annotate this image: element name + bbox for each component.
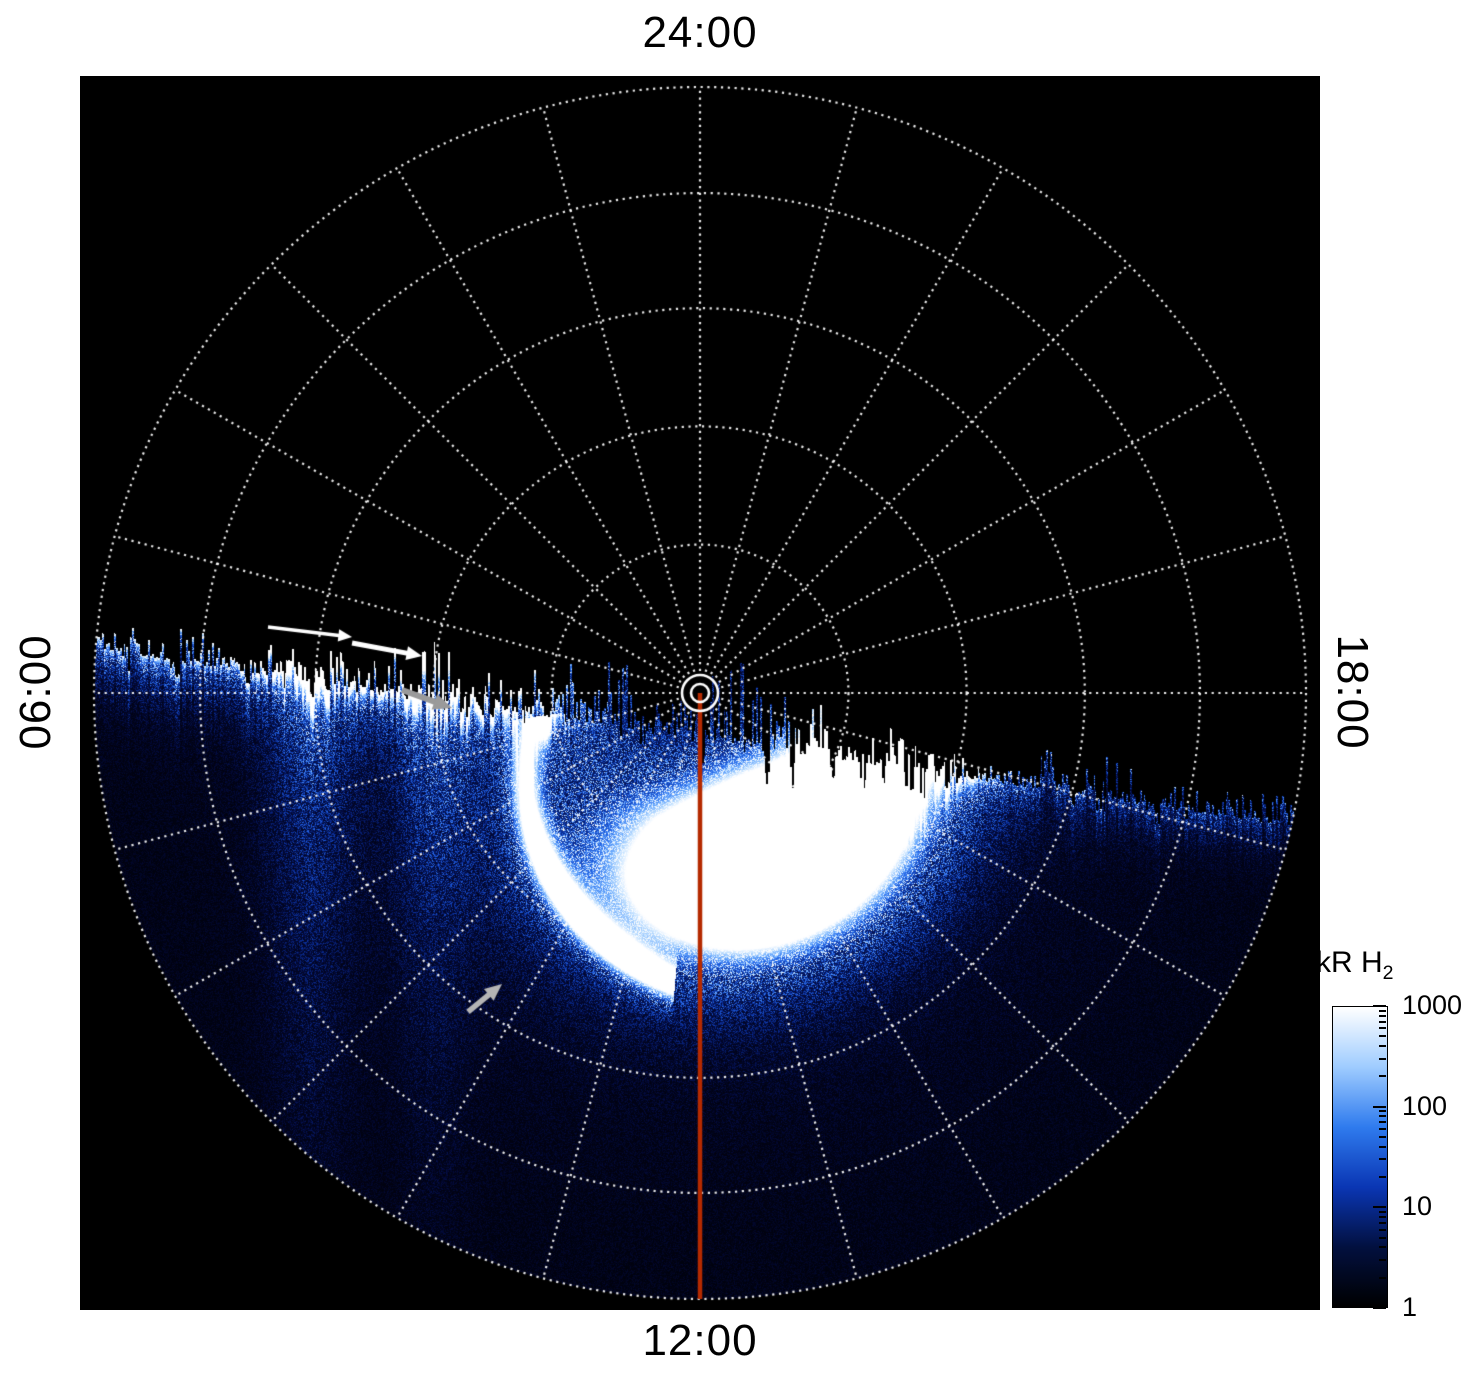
colorbar-minor-tick	[1379, 1127, 1386, 1130]
colorbar-major-tick	[1373, 1206, 1386, 1209]
colorbar-minor-tick	[1379, 1014, 1386, 1017]
clock-label-2400: 24:00	[642, 8, 758, 57]
colorbar-minor-tick	[1379, 1009, 1386, 1012]
colorbar-major-tick	[1373, 1005, 1386, 1007]
polar-plot-area	[80, 76, 1320, 1310]
colorbar-minor-tick	[1379, 1110, 1386, 1113]
colorbar-title-text: kR H	[1316, 946, 1383, 979]
clock-label-0600: 06:00	[11, 634, 60, 750]
colorbar-tick-label: 1	[1402, 1291, 1418, 1322]
colorbar-minor-tick	[1379, 1176, 1386, 1179]
colorbar-minor-tick	[1379, 1258, 1386, 1261]
colorbar-minor-tick	[1379, 1210, 1386, 1213]
colorbar-minor-tick	[1379, 1216, 1386, 1219]
colorbar-minor-tick	[1379, 1221, 1386, 1224]
colorbar-minor-tick	[1379, 1236, 1386, 1239]
colorbar-minor-tick	[1379, 1158, 1386, 1161]
colorbar: 1000 100 10 1	[1332, 990, 1462, 1322]
colorbar-major-tick	[1373, 1307, 1386, 1309]
colorbar-minor-tick	[1379, 1135, 1386, 1138]
colorbar-major-tick	[1373, 1105, 1386, 1108]
colorbar-tick-label: 10	[1402, 1191, 1433, 1222]
colorbar-minor-tick	[1379, 1121, 1386, 1124]
colorbar-minor-tick	[1379, 1057, 1386, 1060]
colorbar-title: kR H2	[1316, 946, 1394, 985]
colorbar-title-subscript: 2	[1382, 962, 1394, 984]
colorbar-minor-tick	[1379, 1276, 1386, 1279]
colorbar-minor-tick	[1379, 1228, 1386, 1231]
colorbar-minor-tick	[1379, 1246, 1386, 1249]
colorbar-tick-label: 1000	[1402, 989, 1463, 1020]
colorbar-minor-tick	[1379, 1075, 1386, 1078]
clock-label-1200: 12:00	[642, 1316, 758, 1365]
colorbar-minor-tick	[1379, 1027, 1386, 1030]
colorbar-minor-tick	[1379, 1045, 1386, 1048]
aurora-polar-image	[80, 76, 1320, 1310]
colorbar-minor-tick	[1379, 1020, 1386, 1023]
colorbar-gradient	[1332, 1006, 1388, 1308]
colorbar-minor-tick	[1379, 1145, 1386, 1148]
colorbar-minor-tick	[1379, 1035, 1386, 1038]
colorbar-minor-tick	[1379, 1115, 1386, 1118]
clock-label-1800: 18:00	[1328, 634, 1377, 750]
colorbar-tick-label: 100	[1402, 1090, 1448, 1121]
